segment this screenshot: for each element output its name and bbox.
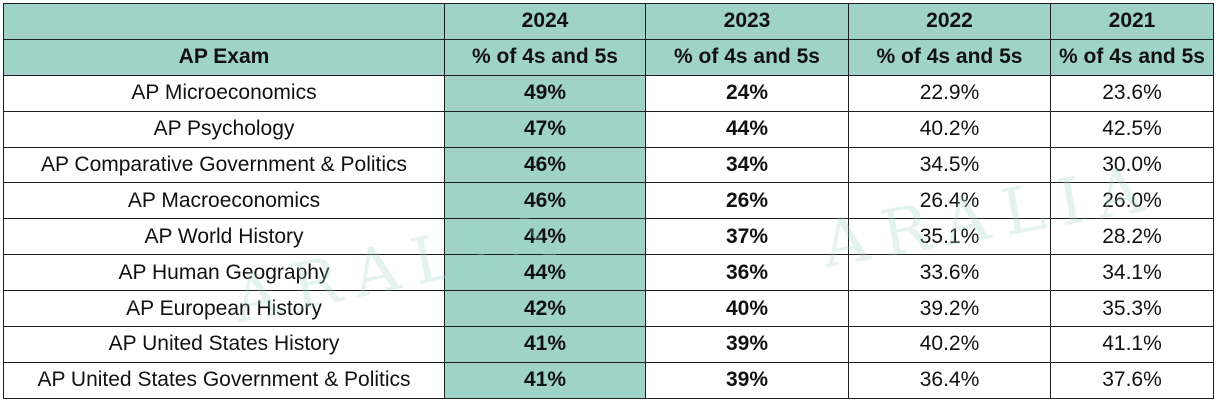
pct-2023-cell: 39%	[645, 361, 849, 399]
pct-2021-cell: 42.5%	[1050, 110, 1214, 148]
pct-2023-cell: 34%	[645, 146, 849, 184]
exam-name-cell: AP Macroeconomics	[3, 182, 445, 220]
metric-header-2022: % of 4s and 5s	[848, 38, 1051, 76]
pct-2021-cell: 34.1%	[1050, 254, 1214, 292]
year-header-2024: 2024	[444, 3, 646, 40]
pct-2022-cell: 22.9%	[848, 74, 1051, 112]
table-row: AP United States Government & Politics 4…	[3, 361, 1214, 399]
table-row: AP Microeconomics 49% 24% 22.9% 23.6%	[3, 74, 1214, 112]
pct-2023-cell: 26%	[645, 182, 849, 220]
pct-2021-cell: 28.2%	[1050, 218, 1214, 256]
exam-column-header: AP Exam	[3, 38, 445, 76]
pct-2024-cell: 49%	[444, 74, 646, 112]
table-body: AP Microeconomics 49% 24% 22.9% 23.6% AP…	[3, 74, 1214, 399]
table-row: AP European History 42% 40% 39.2% 35.3%	[3, 290, 1214, 328]
year-header-2023: 2023	[645, 3, 849, 40]
table-row: AP World History 44% 37% 35.1% 28.2%	[3, 218, 1214, 256]
pct-2022-cell: 26.4%	[848, 182, 1051, 220]
year-header-2021: 2021	[1050, 3, 1214, 40]
pct-2024-cell: 46%	[444, 182, 646, 220]
pct-2022-cell: 33.6%	[848, 254, 1051, 292]
year-header-row: 2024 2023 2022 2021	[3, 3, 1214, 40]
pct-2024-cell: 47%	[444, 110, 646, 148]
table-row: AP Human Geography 44% 36% 33.6% 34.1%	[3, 254, 1214, 292]
pct-2023-cell: 36%	[645, 254, 849, 292]
pct-2023-cell: 44%	[645, 110, 849, 148]
pct-2022-cell: 39.2%	[848, 290, 1051, 328]
metric-header-row: AP Exam % of 4s and 5s % of 4s and 5s % …	[3, 38, 1214, 76]
pct-2022-cell: 35.1%	[848, 218, 1051, 256]
exam-name-cell: AP United States History	[3, 326, 445, 363]
blank-header-cell	[3, 3, 445, 40]
pct-2021-cell: 30.0%	[1050, 146, 1214, 184]
pct-2024-cell: 41%	[444, 361, 646, 399]
pct-2021-cell: 41.1%	[1050, 326, 1214, 363]
pct-2024-cell: 44%	[444, 254, 646, 292]
pct-2022-cell: 40.2%	[848, 110, 1051, 148]
exam-name-cell: AP Microeconomics	[3, 74, 445, 112]
exam-name-cell: AP European History	[3, 290, 445, 328]
year-header-2022: 2022	[848, 3, 1051, 40]
pct-2024-cell: 44%	[444, 218, 646, 256]
metric-header-2021: % of 4s and 5s	[1050, 38, 1214, 76]
pct-2023-cell: 37%	[645, 218, 849, 256]
metric-header-2023: % of 4s and 5s	[645, 38, 849, 76]
pct-2022-cell: 40.2%	[848, 326, 1051, 363]
exam-name-cell: AP Comparative Government & Politics	[3, 146, 445, 184]
table-row: AP Macroeconomics 46% 26% 26.4% 26.0%	[3, 182, 1214, 220]
pct-2021-cell: 23.6%	[1050, 74, 1214, 112]
table-row: AP United States History 41% 39% 40.2% 4…	[3, 326, 1214, 363]
table-row: AP Comparative Government & Politics 46%…	[3, 146, 1214, 184]
pct-2021-cell: 35.3%	[1050, 290, 1214, 328]
pct-2024-cell: 46%	[444, 146, 646, 184]
pct-2023-cell: 40%	[645, 290, 849, 328]
ap-scores-table: 2024 2023 2022 2021 AP Exam % of 4s and …	[3, 3, 1214, 399]
pct-2021-cell: 37.6%	[1050, 361, 1214, 399]
pct-2022-cell: 34.5%	[848, 146, 1051, 184]
exam-name-cell: AP Human Geography	[3, 254, 445, 292]
pct-2023-cell: 24%	[645, 74, 849, 112]
exam-name-cell: AP World History	[3, 218, 445, 256]
metric-header-2024: % of 4s and 5s	[444, 38, 646, 76]
pct-2024-cell: 42%	[444, 290, 646, 328]
table-row: AP Psychology 47% 44% 40.2% 42.5%	[3, 110, 1214, 148]
pct-2022-cell: 36.4%	[848, 361, 1051, 399]
pct-2024-cell: 41%	[444, 326, 646, 363]
pct-2023-cell: 39%	[645, 326, 849, 363]
pct-2021-cell: 26.0%	[1050, 182, 1214, 220]
exam-name-cell: AP United States Government & Politics	[3, 361, 445, 399]
exam-name-cell: AP Psychology	[3, 110, 445, 148]
